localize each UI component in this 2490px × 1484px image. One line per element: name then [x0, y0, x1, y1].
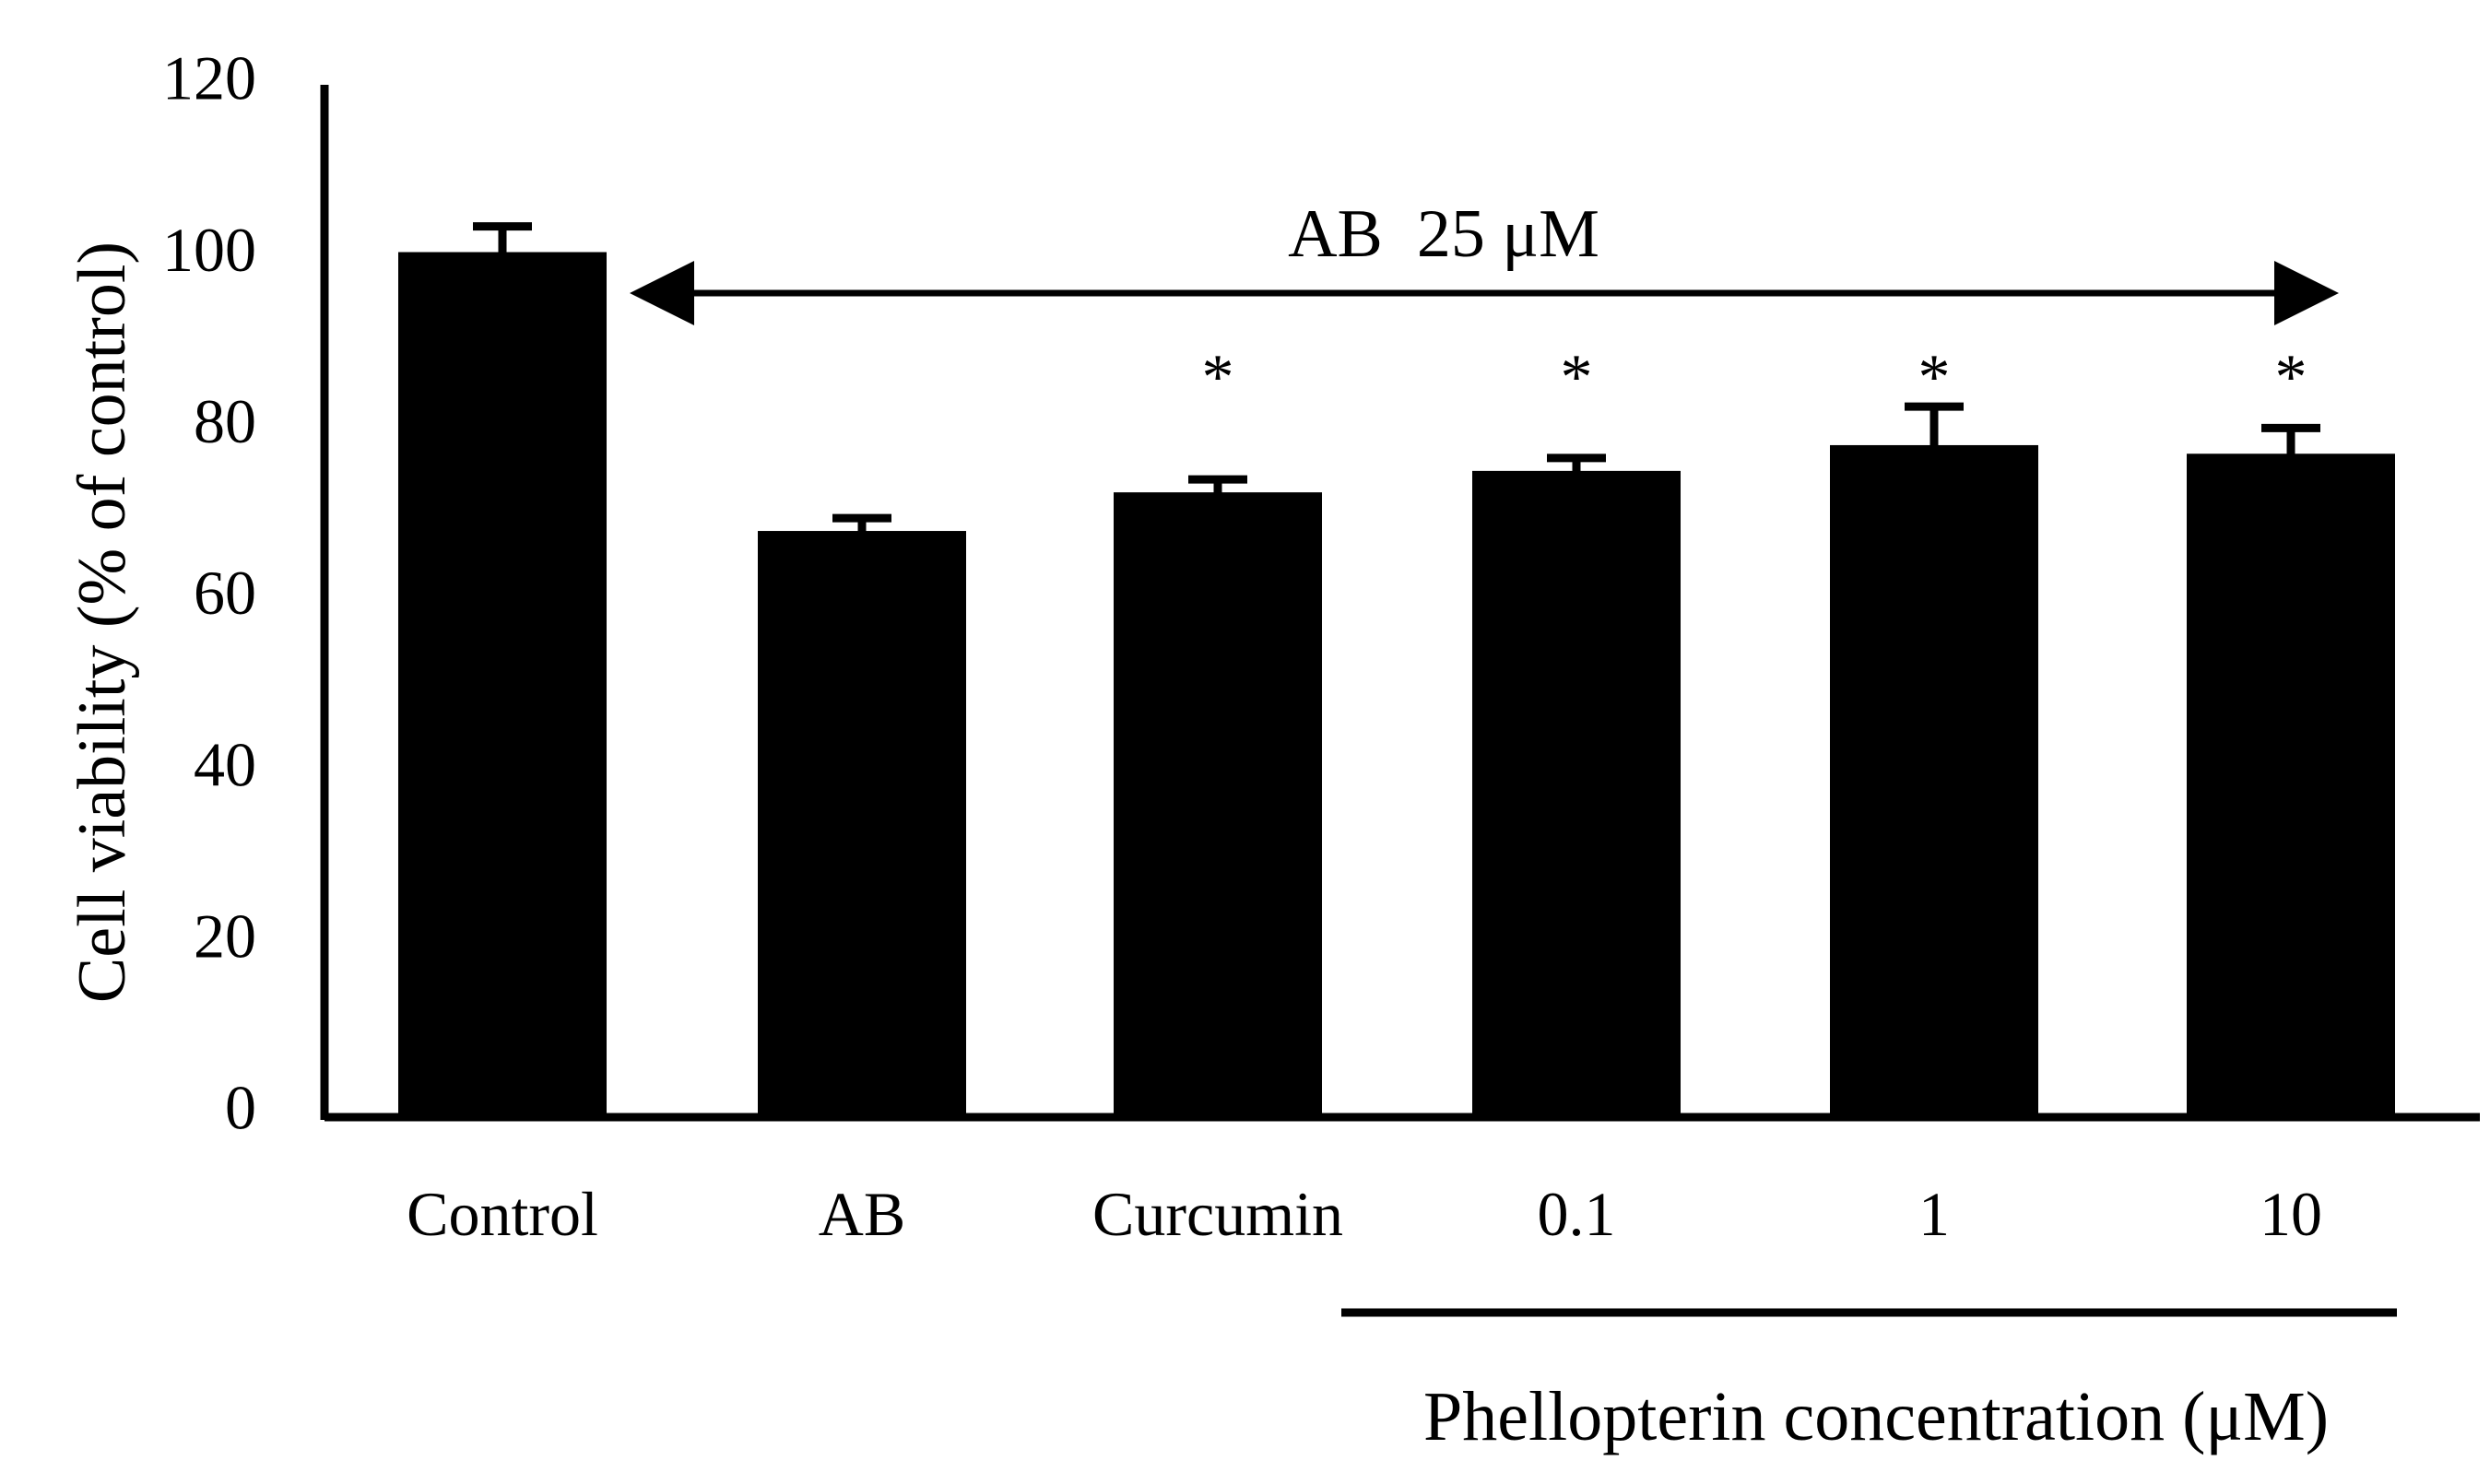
significance-star: *: [2275, 342, 2307, 413]
category-label: 10: [2260, 1179, 2322, 1249]
category-label: Curcumin: [1092, 1179, 1343, 1249]
y-axis-ticks: 0 20 40 60 80 100 120: [162, 43, 256, 1143]
significance-star: *: [1561, 342, 1593, 413]
category-label: 0.1: [1538, 1179, 1616, 1249]
error-bar: [832, 513, 891, 534]
error-bar: [1905, 402, 1964, 447]
y-tick-label: 40: [194, 729, 256, 799]
bar: [758, 531, 966, 1114]
y-tick-label: 20: [194, 901, 256, 971]
y-tick-label: 80: [194, 386, 256, 456]
error-bars: [473, 222, 2320, 534]
significance-markers: * * * *: [1202, 342, 2307, 413]
category-label: 1: [1918, 1179, 1950, 1249]
bars: [398, 252, 2395, 1115]
significance-star: *: [1202, 342, 1234, 413]
bar: [1472, 470, 1681, 1114]
bar: [398, 252, 607, 1114]
bar: [1114, 492, 1322, 1114]
error-bar: [2261, 423, 2320, 456]
bar: [2187, 453, 2395, 1115]
category-label: AB: [819, 1179, 905, 1249]
bar: [1830, 444, 2038, 1114]
x-axis-categories: Control AB Curcumin 0.1 1 10: [407, 1179, 2322, 1249]
y-tick-label: 0: [225, 1073, 256, 1143]
error-bar: [1188, 475, 1247, 495]
y-axis-label: Cell viability (% of control): [65, 241, 140, 1003]
y-tick-label: 60: [194, 558, 256, 628]
error-bar: [1547, 453, 1606, 473]
y-tick-label: 100: [162, 215, 256, 285]
significance-star: *: [1918, 342, 1951, 413]
error-bar: [473, 222, 532, 254]
treatment-annotation: AB 25 μM: [1288, 196, 1599, 272]
group-label: Phellopterin concentration (μM): [1423, 1378, 2329, 1455]
category-label: Control: [407, 1179, 598, 1249]
y-tick-label: 120: [162, 43, 256, 113]
